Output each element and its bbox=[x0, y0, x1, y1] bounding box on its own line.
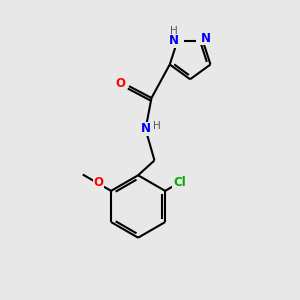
Text: N: N bbox=[169, 34, 179, 47]
Text: H: H bbox=[170, 26, 178, 36]
Text: N: N bbox=[201, 32, 211, 45]
Text: Cl: Cl bbox=[173, 176, 186, 189]
Text: O: O bbox=[116, 76, 126, 90]
Text: N: N bbox=[140, 122, 151, 135]
Text: H: H bbox=[153, 121, 161, 130]
Text: O: O bbox=[93, 176, 103, 189]
